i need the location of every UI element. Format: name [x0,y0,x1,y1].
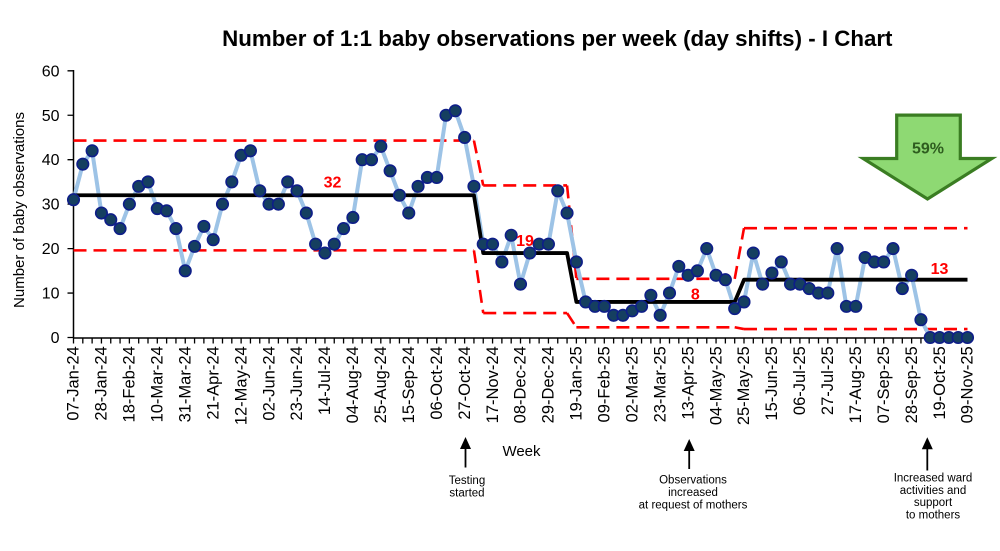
svg-text:increased: increased [668,487,718,499]
svg-text:02-Jun-24: 02-Jun-24 [260,346,278,420]
svg-text:19-Jan-25: 19-Jan-25 [568,346,586,420]
svg-text:60: 60 [42,63,60,80]
svg-text:06-Oct-24: 06-Oct-24 [428,346,446,419]
svg-text:40: 40 [42,152,60,169]
svg-text:0: 0 [51,330,60,347]
svg-text:29-Dec-24: 29-Dec-24 [540,346,558,423]
svg-text:02-Mar-25: 02-Mar-25 [623,346,641,422]
svg-text:to mothers: to mothers [906,509,961,521]
svg-text:support: support [914,497,953,509]
svg-text:06-Jul-25: 06-Jul-25 [791,346,809,415]
svg-text:07-Jan-24: 07-Jan-24 [65,346,83,420]
svg-text:19-Oct-25: 19-Oct-25 [931,346,949,419]
svg-text:27-Jul-25: 27-Jul-25 [819,346,837,415]
svg-text:activities and: activities and [900,485,966,497]
svg-text:13: 13 [931,261,949,278]
svg-text:28-Sep-25: 28-Sep-25 [903,346,921,423]
svg-text:8: 8 [691,287,700,304]
svg-text:25-May-25: 25-May-25 [735,346,753,425]
svg-text:32: 32 [324,175,342,192]
svg-text:21-Apr-24: 21-Apr-24 [204,346,222,419]
svg-text:10: 10 [42,286,60,303]
svg-text:15-Jun-25: 15-Jun-25 [763,346,781,420]
svg-text:28-Jan-24: 28-Jan-24 [93,346,111,420]
svg-text:Testing: Testing [449,475,485,487]
svg-text:Number of baby observations: Number of baby observations [11,112,28,308]
svg-text:59%: 59% [912,141,944,158]
svg-text:07-Sep-25: 07-Sep-25 [875,346,893,423]
svg-text:12-May-24: 12-May-24 [232,346,250,425]
svg-text:23-Mar-25: 23-Mar-25 [651,346,669,422]
svg-text:13-Apr-25: 13-Apr-25 [679,346,697,419]
svg-text:18-Feb-24: 18-Feb-24 [121,346,139,422]
svg-text:04-May-25: 04-May-25 [707,346,725,425]
svg-text:25-Aug-24: 25-Aug-24 [372,346,390,423]
svg-text:31-Mar-24: 31-Mar-24 [176,346,194,422]
svg-text:09-Feb-25: 09-Feb-25 [596,346,614,422]
svg-text:04-Aug-24: 04-Aug-24 [344,346,362,423]
svg-text:08-Dec-24: 08-Dec-24 [512,346,530,423]
svg-text:27-Oct-24: 27-Oct-24 [456,346,474,419]
svg-text:17-Aug-25: 17-Aug-25 [847,346,865,423]
svg-text:09-Nov-25: 09-Nov-25 [959,346,977,423]
svg-text:19: 19 [516,233,534,250]
svg-text:50: 50 [42,108,60,125]
svg-text:30: 30 [42,197,60,214]
svg-text:Week: Week [502,443,541,460]
svg-text:at request of mothers: at request of mothers [639,500,748,512]
svg-text:started: started [449,487,484,499]
svg-text:Increased ward: Increased ward [894,473,973,485]
svg-text:20: 20 [42,241,60,258]
svg-text:Number of 1:1 baby observation: Number of 1:1 baby observations per week… [222,26,893,51]
svg-text:23-Jun-24: 23-Jun-24 [288,346,306,420]
svg-text:17-Nov-24: 17-Nov-24 [484,346,502,423]
svg-text:14-Jul-24: 14-Jul-24 [316,346,334,415]
svg-text:10-Mar-24: 10-Mar-24 [149,346,167,422]
svg-text:15-Sep-24: 15-Sep-24 [400,346,418,423]
svg-text:Observations: Observations [659,475,727,487]
